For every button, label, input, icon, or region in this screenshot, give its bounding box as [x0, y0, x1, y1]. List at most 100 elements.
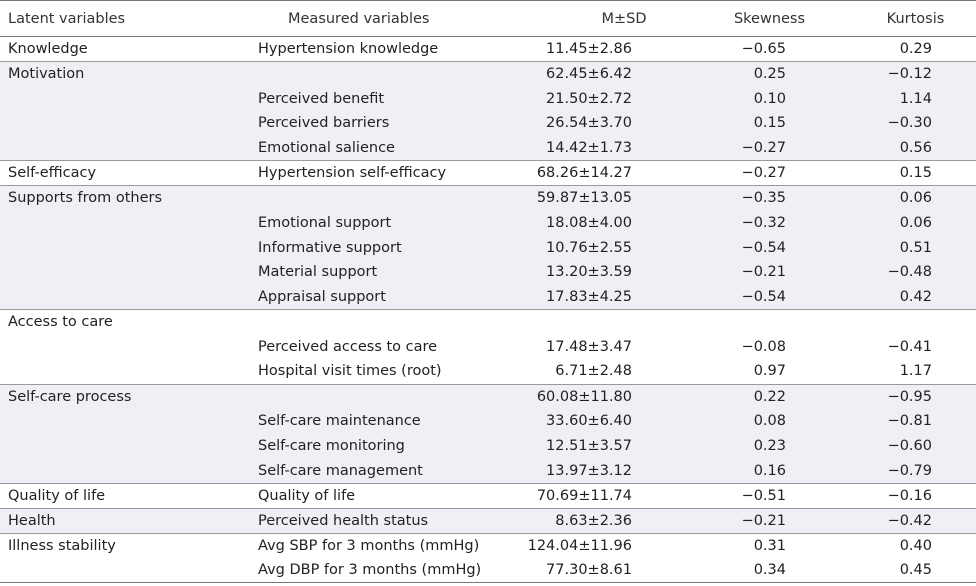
latent-variable-cell — [0, 86, 256, 111]
kurtosis-cell: 0.06 — [899, 214, 932, 231]
mean-sd-cell — [514, 309, 694, 335]
mean-sd-cell: 59.87±13.05 — [514, 185, 694, 211]
latent-variable-cell: Self-care process — [0, 383, 256, 409]
kurtosis-cell: 0.15 — [845, 160, 976, 186]
measured-variable-cell: Hospital visit times (root) — [258, 363, 442, 380]
header-mean-sd: M±SD — [514, 0, 694, 37]
latent-variable-cell — [0, 210, 256, 235]
table-row: Informative support 10.76±2.55 −0.54 0.51 — [0, 235, 976, 261]
skewness-cell: −0.35 — [694, 185, 845, 211]
table-row: Supports from others 59.87±13.05 −0.35 0.06 — [0, 185, 976, 211]
latent-variable-cell: Motivation — [0, 61, 256, 87]
measured-variable-cell: Self-care maintenance — [258, 413, 421, 430]
kurtosis-cell: −0.30 — [887, 115, 932, 132]
header-row: Latent variables Measured variables M±SD… — [0, 0, 976, 37]
measured-variable-cell: Informative support — [258, 239, 402, 256]
table-row: Material support 13.20±3.59 −0.21 −0.48 — [0, 260, 976, 285]
kurtosis-cell: −0.81 — [887, 413, 932, 430]
kurtosis-cell: 0.40 — [845, 532, 976, 559]
measured-variable-cell: Appraisal support — [258, 289, 386, 306]
mean-sd-cell: 13.20±3.59 — [546, 264, 632, 281]
mean-sd-cell: 17.48±3.47 — [546, 338, 632, 355]
table-row: Hospital visit times (root) 6.71±2.48 0.97… — [0, 359, 976, 384]
mean-sd-cell: 17.83±4.25 — [546, 289, 632, 306]
mean-sd-cell: 6.71±2.48 — [555, 363, 632, 380]
latent-variable-cell: Illness stability — [0, 532, 256, 559]
kurtosis-cell: −0.60 — [887, 438, 932, 455]
measured-variable-cell: Perceived benefit — [258, 90, 385, 107]
kurtosis-cell: 0.56 — [899, 140, 932, 157]
skewness-cell: 0.08 — [753, 413, 786, 430]
measured-variable-cell: Quality of life — [256, 482, 514, 509]
skewness-cell: 0.34 — [694, 558, 845, 584]
mean-sd-cell: 12.51±3.57 — [546, 438, 632, 455]
mean-sd-cell: 13.97±3.12 — [546, 462, 632, 479]
header-skewness: Skewness — [694, 0, 845, 37]
kurtosis-cell: −0.41 — [887, 338, 932, 355]
kurtosis-cell: 0.06 — [845, 185, 976, 211]
table-row: Emotional salience 14.42±1.73 −0.27 0.56 — [0, 135, 976, 161]
mean-sd-cell: 21.50±2.72 — [546, 90, 632, 107]
latent-variable-cell — [0, 359, 256, 384]
kurtosis-cell: 1.14 — [899, 90, 932, 107]
latent-variable-cell — [0, 260, 256, 285]
header-latent-variables: Latent variables — [0, 0, 256, 37]
skewness-cell: −0.27 — [694, 160, 845, 186]
skewness-cell: 0.25 — [694, 61, 845, 87]
kurtosis-cell: −0.79 — [887, 462, 932, 479]
measured-variable-cell — [256, 309, 514, 335]
mean-sd-cell: 11.45±2.86 — [514, 36, 694, 62]
measured-variable-cell — [256, 61, 514, 87]
mean-sd-cell: 26.54±3.70 — [546, 115, 632, 132]
mean-sd-cell: 77.30±8.61 — [514, 558, 694, 584]
kurtosis-cell: −0.95 — [845, 383, 976, 409]
latent-variable-cell: Supports from others — [0, 185, 256, 211]
measured-variable-cell: Self-care management — [258, 462, 423, 479]
skewness-cell: 0.23 — [753, 438, 786, 455]
skewness-cell: −0.65 — [694, 36, 845, 62]
mean-sd-cell: 60.08±11.80 — [514, 383, 694, 409]
kurtosis-cell: −0.16 — [845, 482, 976, 509]
mean-sd-cell: 8.63±2.36 — [514, 507, 694, 534]
mean-sd-cell: 33.60±6.40 — [546, 413, 632, 430]
kurtosis-cell: 0.51 — [899, 239, 932, 256]
mean-sd-cell: 68.26±14.27 — [514, 160, 694, 186]
header-kurtosis: Kurtosis — [845, 0, 976, 37]
kurtosis-cell: 0.45 — [845, 558, 976, 584]
table-row: Health Perceived health status 8.63±2.36 −0… — [0, 507, 976, 534]
kurtosis-cell: −0.48 — [887, 264, 932, 281]
measured-variable-cell: Avg DBP for 3 months (mmHg) — [256, 558, 514, 584]
skewness-cell: −0.51 — [694, 482, 845, 509]
table-row: Motivation 62.45±6.42 0.25 −0.12 — [0, 61, 976, 87]
latent-variable-cell: Quality of life — [0, 482, 256, 509]
table-row: Self-care maintenance 33.60±6.40 0.08 −0.81 — [0, 408, 976, 434]
measured-variable-cell — [256, 185, 514, 211]
table-row: Perceived barriers 26.54±3.70 0.15 −0.30 — [0, 111, 976, 136]
table-row: Self-care management 13.97±3.12 0.16 −0.79 — [0, 458, 976, 484]
measured-variable-cell: Hypertension self-efficacy — [256, 160, 514, 186]
skewness-cell: 0.97 — [753, 363, 786, 380]
skewness-cell: −0.08 — [741, 338, 786, 355]
table-row: Access to care — [0, 309, 976, 335]
skewness-cell: −0.21 — [741, 264, 786, 281]
measured-variable-cell: Material support — [258, 264, 378, 281]
measured-variable-cell — [256, 383, 514, 409]
skewness-cell: −0.21 — [694, 507, 845, 534]
mean-sd-cell: 18.08±4.00 — [546, 214, 632, 231]
table-body: Knowledge Hypertension knowledge 11.45±2.8… — [0, 36, 976, 584]
latent-variable-cell — [0, 409, 256, 434]
mean-sd-cell: 62.45±6.42 — [514, 61, 694, 87]
kurtosis-cell: −0.42 — [845, 507, 976, 534]
skewness-cell: −0.54 — [741, 239, 786, 256]
table-row: Quality of life Quality of life 70.69±11.7… — [0, 482, 976, 509]
kurtosis-cell: 0.42 — [899, 289, 932, 306]
latent-variable-cell — [0, 285, 256, 310]
table-row: Avg DBP for 3 months (mmHg) 77.30±8.61 0.3… — [0, 558, 976, 584]
skewness-cell: 0.31 — [694, 532, 845, 559]
measured-variable-cell: Hypertension knowledge — [256, 36, 514, 62]
mean-sd-cell: 70.69±11.74 — [514, 482, 694, 509]
skewness-cell: −0.54 — [741, 289, 786, 306]
measured-variable-cell: Avg SBP for 3 months (mmHg) — [256, 532, 514, 559]
mean-sd-cell: 14.42±1.73 — [546, 140, 632, 157]
